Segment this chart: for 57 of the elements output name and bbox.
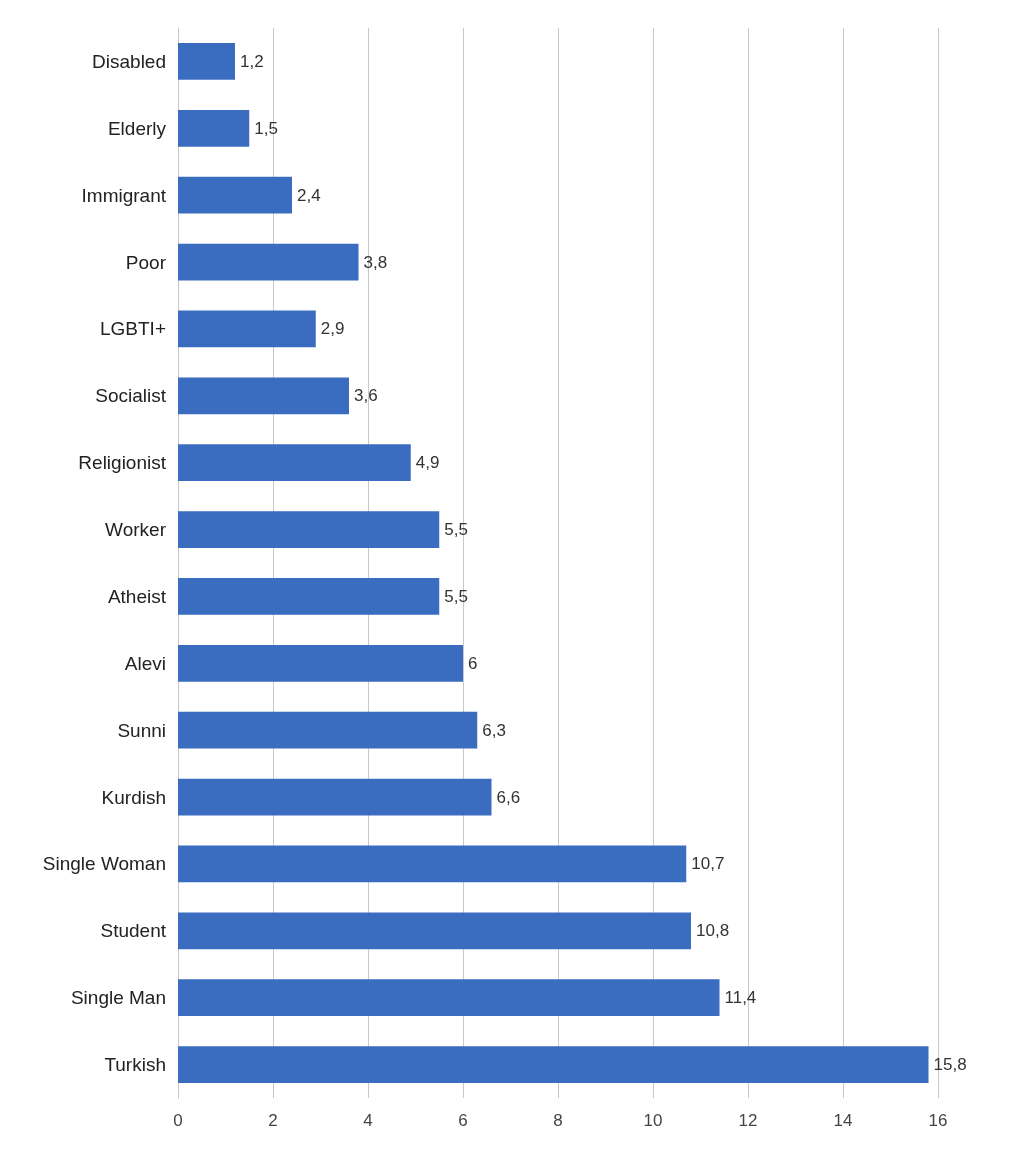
y-tick-label: Single Man <box>70 987 166 1009</box>
y-tick-label: Worker <box>105 519 167 541</box>
y-tick-label: Atheist <box>107 585 167 607</box>
data-label: 1,2 <box>240 51 264 71</box>
y-tick-label: Religionist <box>78 452 167 474</box>
bar <box>178 979 720 1017</box>
bar <box>178 511 440 548</box>
x-tick-label: 2 <box>268 1111 278 1130</box>
data-label: 2,4 <box>297 185 321 205</box>
bar <box>178 310 316 348</box>
data-label: 6,3 <box>482 720 506 740</box>
data-label: 11,4 <box>724 988 757 1008</box>
data-label: 15,8 <box>933 1055 967 1075</box>
bar <box>178 444 411 482</box>
data-label: 1,5 <box>254 118 278 138</box>
y-tick-label: Single Woman <box>42 853 166 875</box>
bar <box>178 711 478 749</box>
y-tick-label: Disabled <box>92 50 166 72</box>
bar <box>178 43 235 80</box>
bar <box>178 578 440 615</box>
bar <box>178 912 691 950</box>
data-label: 6,6 <box>496 787 521 807</box>
data-label: 5,5 <box>444 586 468 606</box>
x-tick-label: 10 <box>643 1111 663 1130</box>
data-label: 2,9 <box>320 319 345 339</box>
y-tick-label: Turkish <box>104 1054 166 1076</box>
data-label: 4,9 <box>415 453 440 473</box>
y-tick-label: Kurdish <box>101 786 166 808</box>
data-label: 6 <box>468 653 478 673</box>
data-label: 3,8 <box>363 252 388 272</box>
x-tick-label: 12 <box>738 1111 758 1130</box>
y-tick-label: Poor <box>125 251 167 273</box>
bar <box>178 845 687 883</box>
x-tick-label: 14 <box>833 1111 853 1130</box>
y-tick-label: Sunni <box>117 719 166 741</box>
bar <box>178 109 250 147</box>
y-tick-label: Immigrant <box>81 184 167 206</box>
x-tick-label: 6 <box>458 1111 468 1130</box>
x-tick-label: 8 <box>553 1111 563 1130</box>
bar <box>178 176 292 214</box>
bar <box>178 1046 929 1083</box>
x-tick-label: 16 <box>928 1111 948 1130</box>
y-tick-label: Alevi <box>124 652 166 674</box>
x-tick-label: 4 <box>363 1111 373 1130</box>
data-label: 5,5 <box>444 520 468 540</box>
data-label: 3,6 <box>354 386 378 406</box>
bar <box>178 377 349 415</box>
data-label: 10,8 <box>696 921 730 941</box>
y-tick-label: Student <box>100 920 167 942</box>
x-tick-label: 0 <box>173 1111 183 1130</box>
data-label: 10,7 <box>691 854 725 874</box>
bar <box>178 778 492 816</box>
y-tick-label: Socialist <box>95 385 167 407</box>
bar <box>178 243 359 281</box>
bar <box>178 644 463 682</box>
y-tick-label: LGBTI+ <box>100 318 166 340</box>
y-tick-label: Elderly <box>107 117 167 139</box>
